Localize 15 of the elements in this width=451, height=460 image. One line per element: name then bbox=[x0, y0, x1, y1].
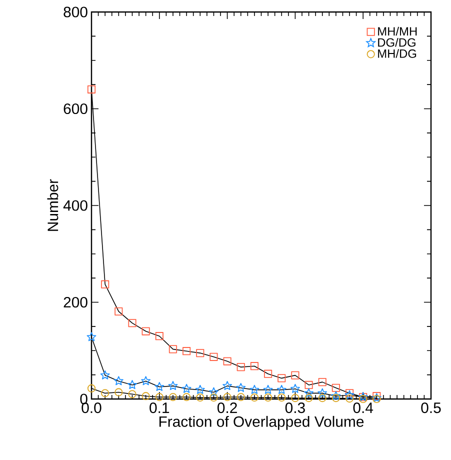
y-axis-title: Number bbox=[47, 179, 58, 231]
x-tick-label: 0.4 bbox=[353, 402, 374, 414]
legend-label: MH/MH bbox=[378, 26, 417, 36]
legend-label: MH/DG bbox=[378, 49, 416, 58]
legend-label: DG/DG bbox=[378, 38, 416, 47]
y-tick-label: 400 bbox=[63, 200, 88, 211]
x-axis-title: Fraction of Overlapped Volume bbox=[159, 416, 364, 430]
x-tick-label: 0.5 bbox=[421, 402, 441, 414]
y-tick-label: 200 bbox=[64, 296, 88, 308]
x-tick-label: 0.1 bbox=[150, 402, 170, 414]
x-tick-label: 0.3 bbox=[285, 402, 305, 414]
y-tick-label: 600 bbox=[64, 103, 88, 114]
y-tick-label: 800 bbox=[64, 6, 88, 18]
x-tick-label: 0.2 bbox=[217, 402, 237, 414]
x-tick-label: 0.0 bbox=[82, 402, 102, 414]
